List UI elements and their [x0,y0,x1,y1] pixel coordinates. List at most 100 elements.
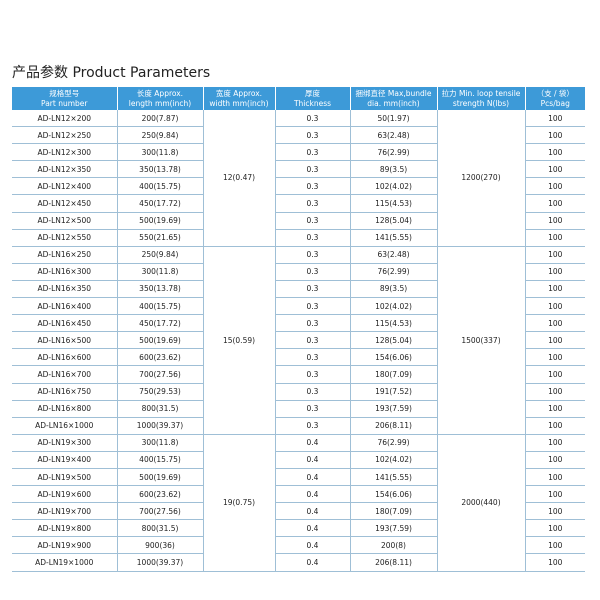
bundle-dia-cell: 191(7.52) [349,383,437,401]
length-cell: 500(19.69) [116,212,203,230]
part-number-cell: AD-LN19×300 [12,434,117,452]
bundle-dia-cell: 102(4.02) [349,177,437,196]
part-number-cell: AD-LN16×1000 [12,417,117,435]
pcs-bag-cell: 100 [524,280,585,299]
header-cn: （支 / 袋） [536,88,574,98]
bundle-dia-cell: 193(7.59) [349,400,437,418]
bundle-dia-cell: 141(5.55) [349,229,437,247]
part-number-cell: AD-LN16×250 [12,246,117,264]
length-cell: 1000(39.37) [116,417,203,435]
thickness-cell: 0.3 [274,314,350,333]
thickness-cell: 0.3 [274,263,350,281]
bundle-dia-cell: 63(2.48) [349,246,437,264]
bundle-dia-cell: 128(5.04) [349,331,437,350]
part-number-cell: AD-LN12×450 [12,194,117,213]
tensile-cell: 2000(440) [436,434,525,572]
table-row: AD-LN16×500 500(19.69) 0.3 128(5.04) 100 [12,331,585,350]
bundle-dia-cell: 115(4.53) [349,314,437,333]
bundle-dia-cell: 115(4.53) [349,194,437,213]
pcs-bag-cell: 100 [524,485,585,504]
bundle-dia-cell: 89(3.5) [349,280,437,299]
table-row: AD-LN12×550 550(21.65) 0.3 141(5.55) 100 [12,229,585,247]
table-row: AD-LN19×600 600(23.62) 0.4 154(6.06) 100 [12,485,585,504]
length-cell: 350(13.78) [116,160,203,179]
table-row: AD-LN16×600 600(23.62) 0.3 154(6.06) 100 [12,348,585,367]
tensile-cell: 1200(270) [436,110,525,247]
thickness-cell: 0.3 [274,280,350,299]
pcs-bag-cell: 100 [524,126,585,145]
part-number-cell: AD-LN12×350 [12,160,117,179]
length-cell: 800(31.5) [116,519,203,538]
length-cell: 450(17.72) [116,194,203,213]
bundle-dia-cell: 180(7.09) [349,365,437,384]
pcs-bag-cell: 100 [524,451,585,469]
thickness-cell: 0.3 [274,160,350,179]
part-number-cell: AD-LN16×750 [12,383,117,401]
pcs-bag-cell: 100 [524,434,585,452]
part-number-cell: AD-LN12×500 [12,212,117,230]
table-row: AD-LN16×350 350(13.78) 0.3 89(3.5) 100 [12,280,585,299]
part-number-cell: AD-LN12×400 [12,177,117,196]
length-cell: 250(9.84) [116,246,203,264]
table-row: AD-LN16×700 700(27.56) 0.3 180(7.09) 100 [12,365,585,384]
length-cell: 400(15.75) [116,297,203,316]
part-number-cell: AD-LN19×600 [12,485,117,504]
table-row: AD-LN12×400 400(15.75) 0.3 102(4.02) 100 [12,177,585,196]
part-number-cell: AD-LN16×350 [12,280,117,299]
thickness-cell: 0.3 [274,212,350,230]
thickness-cell: 0.4 [274,434,350,452]
length-cell: 300(11.8) [116,434,203,452]
header-bundle-dia: 捆绑直径 Max,bundle dia. mm(inch) [349,87,437,110]
table-row: AD-LN12×200 200(7.87) 12(0.47) 0.3 50(1.97) 1… [12,110,585,247]
header-en: Pcs/bag [540,98,570,108]
bundle-dia-cell: 76(2.99) [349,143,437,162]
thickness-cell: 0.3 [274,383,350,401]
bundle-dia-cell: 154(6.06) [349,348,437,367]
thickness-cell: 0.4 [274,536,350,555]
part-number-cell: AD-LN12×550 [12,229,117,247]
thickness-cell: 0.3 [274,246,350,264]
length-cell: 300(11.8) [116,263,203,281]
thickness-cell: 0.4 [274,451,350,469]
header-en: length mm(inch) [128,98,192,108]
thickness-cell: 0.4 [274,502,350,521]
header-pcs-bag: （支 / 袋） Pcs/bag [524,87,585,110]
thickness-cell: 0.4 [274,519,350,538]
header-cn: 厚度 [305,88,320,98]
part-number-cell: AD-LN12×300 [12,143,117,162]
pcs-bag-cell: 100 [524,348,585,367]
length-cell: 600(23.62) [116,485,203,504]
length-cell: 450(17.72) [116,314,203,333]
table-row: AD-LN16×800 800(31.5) 0.3 193(7.59) 100 [12,400,585,418]
length-cell: 600(23.62) [116,348,203,367]
part-number-cell: AD-LN19×700 [12,502,117,521]
length-cell: 300(11.8) [116,143,203,162]
table-row: AD-LN16×1000 1000(39.37) 0.3 206(8.11) 100 [12,417,585,435]
length-cell: 900(36) [116,536,203,555]
length-cell: 200(7.87) [116,110,203,128]
part-number-cell: AD-LN12×200 [12,110,117,128]
thickness-cell: 0.3 [274,417,350,435]
header-en: strength N(lbs) [452,98,510,108]
length-cell: 250(9.84) [116,126,203,145]
thickness-cell: 0.3 [274,365,350,384]
length-cell: 750(29.53) [116,383,203,401]
table-row: AD-LN19×1000 1000(39.37) 0.4 206(8.11) 100 [12,553,585,572]
pcs-bag-cell: 100 [524,229,585,247]
table-row: AD-LN12×250 250(9.84) 0.3 63(2.48) 100 [12,126,585,145]
part-number-cell: AD-LN16×400 [12,297,117,316]
header-cn: 规格型号 [49,88,80,98]
table-row: AD-LN16×400 400(15.75) 0.3 102(4.02) 100 [12,297,585,316]
bundle-dia-cell: 63(2.48) [349,126,437,145]
thickness-cell: 0.4 [274,553,350,572]
width-cell: 19(0.75) [202,434,275,572]
pcs-bag-cell: 100 [524,383,585,401]
part-number-cell: AD-LN16×600 [12,348,117,367]
pcs-bag-cell: 100 [524,536,585,555]
table-row: AD-LN19×700 700(27.56) 0.4 180(7.09) 100 [12,502,585,521]
header-cn: 长度 Approx. [136,88,184,98]
header-thickness: 厚度 Thickness [274,87,350,110]
bundle-dia-cell: 128(5.04) [349,212,437,230]
header-en: Part number [41,98,88,108]
pcs-bag-cell: 100 [524,110,585,128]
